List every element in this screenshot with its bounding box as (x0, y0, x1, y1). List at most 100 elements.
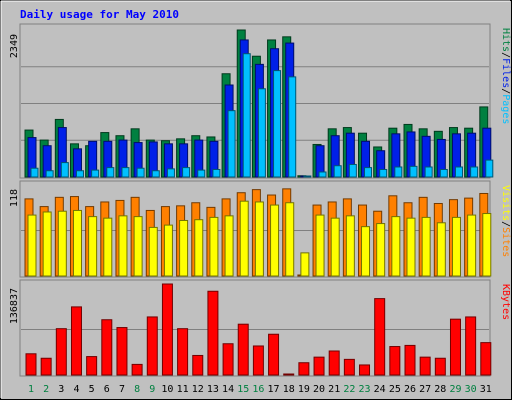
bar-kbytes-day-13 (207, 290, 219, 376)
bar-kbytes-day-29 (449, 318, 461, 376)
panel-1-legend: Visits/Sites (500, 185, 511, 257)
x-tick-label-2: 2 (43, 384, 49, 395)
x-tick-label-10: 10 (161, 384, 173, 395)
bar-pages-day-9 (151, 170, 160, 178)
bar-kbytes-day-1 (25, 353, 37, 376)
bar-kbytes-day-30 (465, 316, 477, 376)
bar-kbytes-day-2 (40, 357, 52, 376)
bar-visits-day-1 (27, 214, 37, 277)
bar-visits-day-11 (179, 219, 189, 277)
bar-kbytes-day-14 (222, 343, 234, 376)
x-tick-label-27: 27 (419, 384, 431, 395)
bar-kbytes-day-4 (70, 306, 82, 376)
bar-kbytes-day-10 (161, 283, 173, 376)
bar-visits-day-8 (133, 216, 143, 277)
bar-pages-day-2 (45, 170, 54, 178)
x-tick-label-16: 16 (252, 384, 264, 395)
bar-pages-day-25 (394, 166, 403, 178)
x-tick-label-29: 29 (449, 384, 461, 395)
bar-visits-day-7 (118, 215, 128, 277)
chart-bars (21, 29, 494, 376)
bar-kbytes-day-26 (404, 344, 416, 376)
bar-visits-day-21 (330, 217, 340, 277)
bar-pages-day-23 (364, 167, 373, 178)
x-tick-label-4: 4 (73, 384, 79, 395)
bar-pages-day-8 (136, 167, 145, 178)
bar-pages-day-31 (485, 159, 494, 178)
bar-visits-day-17 (270, 204, 280, 277)
bar-kbytes-day-9 (146, 316, 158, 376)
x-tick-label-25: 25 (389, 384, 401, 395)
x-tick-label-7: 7 (119, 384, 125, 395)
x-tick-label-6: 6 (104, 384, 110, 395)
bar-pages-day-11 (182, 167, 191, 178)
bar-visits-day-22 (345, 215, 355, 277)
bar-pages-day-4 (75, 170, 84, 178)
panel-1-ymax-label: 118 (9, 189, 20, 207)
bar-visits-day-9 (148, 226, 158, 277)
bar-kbytes-day-21 (328, 350, 340, 376)
bar-pages-day-1 (30, 167, 39, 178)
x-tick-label-13: 13 (207, 384, 219, 395)
bar-visits-day-25 (391, 216, 401, 277)
bar-pages-day-28 (439, 168, 448, 178)
bar-pages-day-12 (197, 169, 206, 178)
x-tick-label-30: 30 (465, 384, 477, 395)
x-tick-label-31: 31 (480, 384, 492, 395)
panel-0-ymax-label: 2349 (9, 34, 20, 58)
x-tick-label-17: 17 (268, 384, 280, 395)
bar-visits-day-29 (451, 216, 461, 277)
bar-visits-day-15 (239, 200, 249, 277)
bar-kbytes-day-23 (359, 364, 371, 376)
legend-files: Files (500, 58, 511, 88)
x-tick-label-12: 12 (192, 384, 204, 395)
bar-kbytes-day-12 (192, 354, 204, 376)
bar-kbytes-day-17 (268, 333, 280, 376)
bar-kbytes-day-6 (101, 319, 113, 376)
x-tick-label-26: 26 (404, 384, 416, 395)
bar-pages-day-27 (424, 166, 433, 178)
bar-kbytes-day-18 (283, 373, 295, 376)
bar-pages-day-5 (91, 169, 100, 178)
x-tick-label-21: 21 (328, 384, 340, 395)
x-tick-label-14: 14 (222, 384, 234, 395)
bar-pages-day-14 (227, 110, 236, 178)
bar-kbytes-day-3 (55, 328, 67, 376)
panel-2-ymax-label: 136837 (9, 288, 20, 324)
bar-kbytes-day-11 (177, 328, 189, 376)
bar-pages-day-6 (106, 167, 115, 178)
legend-pages: Pages (500, 94, 511, 124)
bar-pages-day-18 (288, 76, 297, 178)
bar-visits-day-24 (376, 223, 386, 277)
bar-kbytes-day-5 (86, 356, 98, 376)
bar-kbytes-day-15 (237, 323, 249, 376)
bar-visits-day-31 (482, 213, 492, 277)
bar-visits-day-23 (361, 226, 371, 277)
bar-pages-day-26 (409, 165, 418, 178)
legend-sites: Sites (500, 227, 511, 257)
bar-visits-day-6 (103, 217, 113, 277)
legend-kbytes: KBytes (500, 284, 511, 320)
legend-separator: / (500, 221, 511, 227)
bar-pages-day-20 (318, 171, 327, 178)
bar-kbytes-day-31 (480, 342, 492, 376)
bar-visits-day-4 (72, 209, 82, 277)
bar-pages-day-19 (303, 175, 312, 178)
x-tick-label-9: 9 (149, 384, 155, 395)
x-tick-label-23: 23 (358, 384, 370, 395)
bar-visits-day-16 (254, 201, 264, 277)
bar-pages-day-17 (273, 70, 282, 178)
chart-title: Daily usage for May 2010 (20, 8, 179, 21)
bar-kbytes-day-16 (252, 345, 264, 376)
bar-pages-day-24 (379, 168, 388, 178)
x-tick-label-24: 24 (374, 384, 386, 395)
bar-visits-day-2 (42, 211, 52, 277)
bar-visits-day-5 (88, 216, 98, 277)
bar-visits-day-27 (421, 216, 431, 277)
bar-pages-day-10 (166, 168, 175, 178)
bar-kbytes-day-8 (131, 363, 143, 376)
bar-visits-day-18 (285, 202, 295, 277)
x-tick-label-3: 3 (58, 384, 64, 395)
bar-kbytes-day-28 (434, 357, 446, 376)
